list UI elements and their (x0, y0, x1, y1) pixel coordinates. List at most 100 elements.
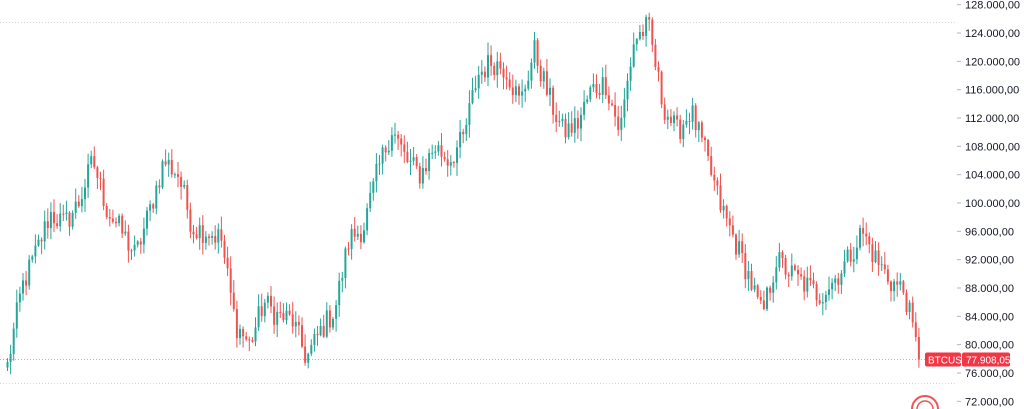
candle-body (539, 65, 542, 82)
candle-body (725, 205, 728, 219)
candle-body (62, 213, 65, 215)
candle-body (471, 89, 474, 104)
candle-body (840, 273, 843, 285)
candle-body (71, 212, 74, 227)
candle-body (34, 245, 37, 257)
candle-body (189, 209, 192, 232)
candle-body (124, 231, 127, 234)
candle-body (344, 248, 347, 278)
candle-body (90, 156, 93, 165)
candle-body (80, 199, 83, 207)
candle-body (130, 250, 133, 252)
candle-body (127, 231, 130, 251)
candle-body (217, 229, 220, 243)
candle-body (772, 282, 775, 293)
candle-body (744, 253, 747, 280)
candle-body (341, 277, 344, 281)
y-tick-label: 92.000,00 (965, 255, 1014, 267)
tradingview-logo (911, 395, 939, 409)
candle-body (508, 79, 511, 88)
candle-body (18, 293, 21, 303)
candle-body (266, 295, 269, 303)
y-tick-label: 96.000,00 (965, 226, 1014, 238)
candle-body (753, 285, 756, 290)
candle-body (514, 86, 517, 96)
candle-body (462, 131, 465, 135)
candle-body (285, 310, 288, 321)
candle-body (682, 124, 685, 140)
candle-body (533, 40, 536, 63)
candle-body (415, 157, 418, 167)
candle-body (800, 274, 803, 277)
candle-body (319, 325, 322, 336)
candle-body (654, 44, 657, 68)
candle-body (235, 309, 238, 338)
candle-body (592, 83, 595, 88)
candle-body (741, 241, 744, 254)
candle-body (226, 257, 229, 269)
candle-body (676, 115, 679, 120)
candle-body (809, 277, 812, 281)
candle-body (428, 153, 431, 171)
candle-body (611, 103, 613, 106)
candle-body (710, 155, 713, 175)
candle-body (837, 278, 840, 285)
candle-body (155, 185, 158, 209)
candle-body (604, 77, 607, 96)
candle-body (797, 269, 799, 275)
candle-body (260, 306, 263, 317)
candle-body (896, 281, 899, 285)
candle-body (704, 137, 706, 141)
candle-body (273, 306, 276, 325)
candle-body (115, 221, 117, 224)
candle-body (248, 339, 251, 341)
reference-lines (0, 22, 955, 384)
candle-body (713, 174, 716, 181)
candle-body (865, 233, 868, 237)
candle-body (787, 274, 790, 277)
candle-body (356, 233, 359, 237)
symbol-badge (925, 352, 961, 367)
candle-body (15, 302, 18, 329)
candle-body (263, 302, 266, 317)
candle-body (254, 327, 257, 342)
candle-body (452, 162, 455, 164)
candle-body (387, 150, 390, 153)
candle-body (459, 131, 462, 148)
candle-body (53, 212, 55, 224)
candle-body (524, 88, 527, 92)
candle-body (747, 271, 750, 280)
candle-body (366, 208, 369, 231)
candle-body (828, 289, 830, 295)
candle-body (421, 168, 424, 184)
candle-body (691, 105, 694, 122)
candle-body (567, 123, 570, 138)
candle-body (384, 147, 387, 153)
candle-body (908, 302, 911, 312)
candle-body (186, 185, 189, 210)
candle-body (883, 264, 886, 270)
y-tick-label: 104.000,00 (965, 170, 1020, 182)
candle-body (211, 236, 214, 238)
y-tick-label: 112.000,00 (965, 113, 1019, 125)
candle-body (778, 252, 781, 268)
candle-body (521, 91, 524, 96)
y-tick-label: 72.000,00 (965, 396, 1014, 408)
candle-body (164, 161, 167, 165)
candle-body (570, 123, 573, 133)
candle-body (716, 180, 719, 186)
candle-body (108, 217, 111, 219)
candle-body (902, 281, 905, 293)
candle-body (880, 264, 883, 266)
candle-body (530, 62, 533, 81)
price-axis: 128.000,00 124.000,00 120.000,00 116.000,00… (957, 0, 1020, 408)
candle-body (49, 212, 52, 229)
candle-body (198, 225, 201, 239)
candle-body (251, 340, 254, 342)
candle-body (623, 99, 626, 118)
candle-body (31, 256, 34, 260)
candle-body (635, 39, 638, 45)
candle-body (558, 121, 561, 123)
candle-body (626, 80, 629, 100)
